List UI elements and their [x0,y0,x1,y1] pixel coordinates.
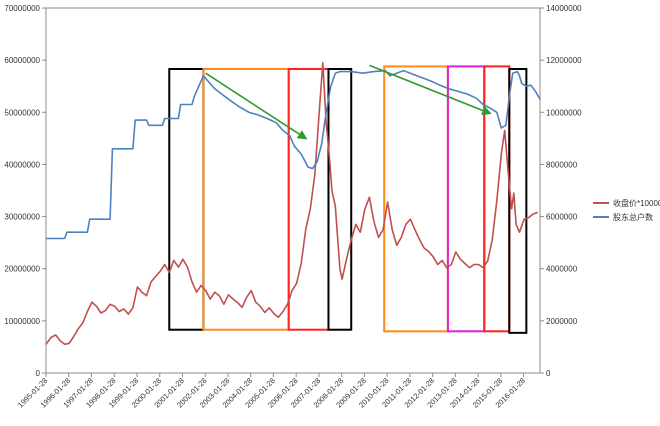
x-axis: 1995-01-281996-01-281997-01-281998-01-28… [16,373,527,410]
annotation-boxes [168,65,528,334]
series-line [45,61,538,346]
right-axis-tick-label: 10000000 [546,108,582,117]
right-axis-tick-label: 6000000 [546,213,578,222]
highlight-box [446,65,486,333]
highlight-box [383,65,449,333]
right-axis-tick-label: 4000000 [546,265,578,274]
highlight-box [287,68,330,331]
series-lines [45,61,541,346]
left-axis-tick-label: 50000000 [4,108,40,117]
right-axis-tick-label: 12000000 [546,56,582,65]
plot-frame [45,7,541,374]
left-axis-tick-label: 70000000 [4,4,40,13]
left-axis-tick-label: 0 [36,369,41,378]
highlight-box [202,68,290,331]
legend-label: 股东总户数 [613,212,653,222]
series-line [46,69,541,240]
left-axis-tick-label: 30000000 [4,213,40,222]
highlight-box [327,68,353,331]
left-axis-tick-label: 60000000 [4,56,40,65]
right-axis-tick-label: 8000000 [546,160,578,169]
annotation-arrows [205,64,492,140]
trend-arrow [369,64,492,115]
left-axis-tick-label: 10000000 [4,317,40,326]
right-axis-tick-label: 2000000 [546,317,578,326]
right-axis-tick-label: 14000000 [546,4,582,13]
left-axis-tick-label: 40000000 [4,160,40,169]
right-axis: 0 2000000 4000000 6000000 8000000 10000000 120… [540,4,582,378]
legend: 收盘价*10000 股东总户数 [593,198,660,222]
legend-label: 收盘价*10000 [613,198,660,208]
right-axis-tick-label: 0 [546,369,551,378]
trend-arrow [205,72,308,140]
left-axis: 0 10000000 20000000 30000000 40000000 5000000… [4,4,46,378]
highlight-box [508,68,528,334]
left-axis-tick-label: 20000000 [4,265,40,274]
plot-border [45,7,541,374]
